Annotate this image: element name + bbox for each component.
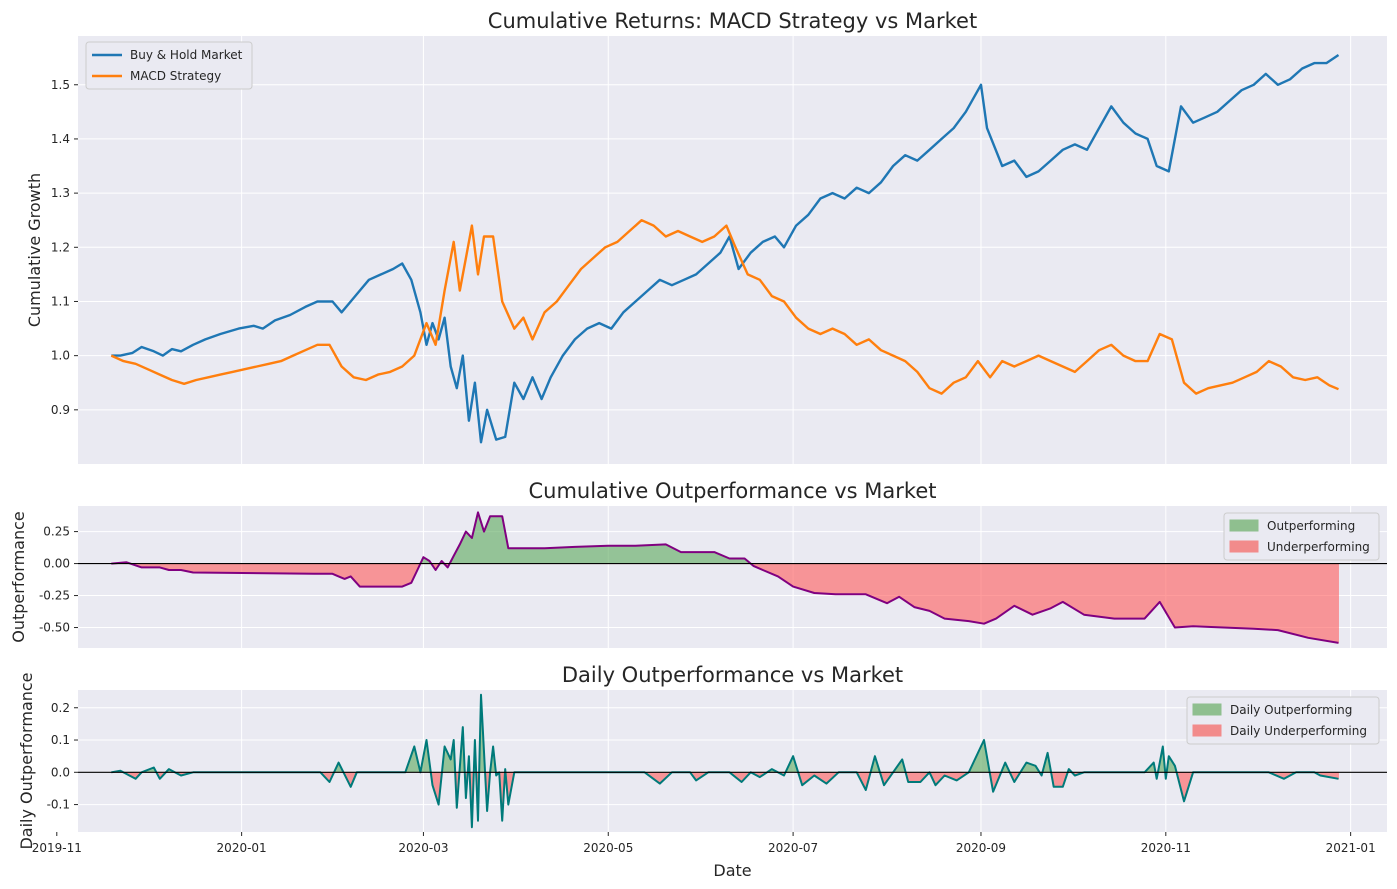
x-tick-label: 2020-03 bbox=[398, 841, 448, 855]
legend-swatch bbox=[1192, 724, 1222, 737]
y-tick-label: 1.3 bbox=[51, 186, 70, 200]
series-line-1 bbox=[111, 54, 1340, 444]
legend-label: Underperforming bbox=[1267, 540, 1370, 554]
plot-marks bbox=[78, 510, 1387, 644]
legend-label: Daily Outperforming bbox=[1230, 703, 1352, 717]
chart-title: Cumulative Returns: MACD Strategy vs Mar… bbox=[488, 9, 977, 33]
x-tick-label: 2020-05 bbox=[583, 841, 633, 855]
legend-label: Outperforming bbox=[1267, 519, 1355, 533]
y-axis-label: Daily Outperformance bbox=[17, 672, 36, 849]
y-axis-label: Outperformance bbox=[9, 511, 28, 642]
series-line bbox=[111, 693, 1339, 829]
x-axis-label: Date bbox=[713, 861, 751, 880]
legend-swatch bbox=[1192, 703, 1222, 716]
y-tick-label: 0.25 bbox=[43, 525, 70, 539]
legend-label: Buy & Hold Market bbox=[130, 48, 243, 62]
legend-swatch bbox=[1229, 540, 1259, 553]
x-tick-label: 2020-01 bbox=[217, 841, 267, 855]
chart-panel-2: 0.25 0.00 -0.25 -0.50 Cumulative Outperforma… bbox=[9, 479, 1387, 648]
legend-swatch bbox=[1229, 519, 1259, 532]
x-tick-label: 2019-11 bbox=[32, 841, 82, 855]
y-tick-label: 0.2 bbox=[51, 701, 70, 715]
series-line-2 bbox=[110, 219, 1339, 395]
y-tick-label: 1.1 bbox=[51, 294, 70, 308]
chart-panel-3: 2019-11 2020-01 2020-03 2020-05 2020-07 2020-… bbox=[17, 663, 1387, 855]
y-tick-label: -0.25 bbox=[39, 589, 70, 603]
legend-label: MACD Strategy bbox=[130, 69, 221, 83]
y-axis-label: Cumulative Growth bbox=[25, 173, 44, 327]
x-tick-label: 2020-07 bbox=[768, 841, 818, 855]
legend: Daily Outperforming Daily Underperforming bbox=[1186, 696, 1380, 745]
y-tick-label: 1.2 bbox=[51, 240, 70, 254]
chart-title: Daily Outperformance vs Market bbox=[562, 663, 903, 687]
x-tick-label: 2021-01 bbox=[1326, 841, 1376, 855]
y-tick-label: -0.50 bbox=[39, 621, 70, 635]
plot-marks bbox=[110, 54, 1340, 444]
legend: Buy & Hold Market MACD Strategy bbox=[85, 41, 253, 90]
y-tick-label: 0.9 bbox=[51, 403, 70, 417]
legend-box bbox=[1186, 696, 1380, 745]
legend: Outperforming Underperforming bbox=[1223, 512, 1380, 561]
y-tick-label: 1.4 bbox=[51, 132, 70, 146]
plot-marks bbox=[78, 693, 1387, 829]
y-tick-label: 0.00 bbox=[43, 557, 70, 571]
legend-box bbox=[85, 41, 253, 90]
y-tick-label: 1.5 bbox=[51, 78, 70, 92]
chart-title: Cumulative Outperformance vs Market bbox=[528, 479, 936, 503]
series-line bbox=[111, 511, 1339, 644]
x-tick-label: 2020-09 bbox=[956, 841, 1006, 855]
y-tick-label: -0.1 bbox=[47, 798, 70, 812]
legend-box bbox=[1223, 512, 1380, 561]
y-tick-label: 0.0 bbox=[51, 765, 70, 779]
y-tick-label: 1.0 bbox=[51, 349, 70, 363]
chart-panel-1: 0.9 1.0 1.1 1.2 1.3 1.4 1.5 Cumulative Returns:… bbox=[25, 9, 1387, 464]
y-tick-label: 0.1 bbox=[51, 733, 70, 747]
x-tick-label: 2020-11 bbox=[1141, 841, 1191, 855]
legend-label: Daily Underperforming bbox=[1230, 724, 1367, 738]
